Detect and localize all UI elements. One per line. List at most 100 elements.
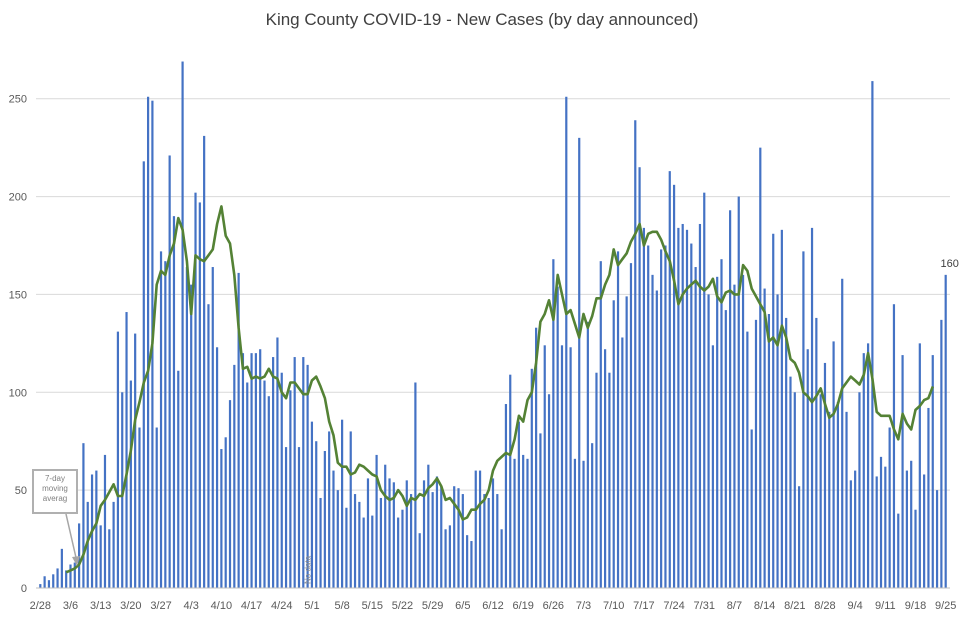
bar (491, 478, 495, 588)
bar (332, 470, 335, 588)
bar (172, 216, 176, 588)
bar (819, 394, 822, 588)
bar (185, 267, 188, 588)
bar (125, 312, 128, 588)
bar (595, 372, 598, 588)
bar (500, 529, 503, 588)
bar (263, 380, 266, 588)
bar (543, 345, 546, 588)
bar (612, 300, 615, 588)
bar (431, 492, 434, 588)
bar (892, 304, 896, 588)
bar (328, 431, 331, 588)
x-tick-label: 6/5 (455, 600, 470, 612)
bar (220, 449, 223, 588)
bar (164, 261, 167, 588)
bar (905, 470, 908, 588)
bar (647, 245, 650, 588)
bar (858, 392, 861, 588)
bar (910, 460, 913, 588)
bar (397, 517, 400, 588)
bar (660, 249, 663, 588)
annotations: 160 No data (65, 258, 959, 584)
bar (806, 349, 809, 588)
bar (388, 478, 391, 588)
bar (629, 263, 633, 588)
bar (672, 184, 676, 589)
bar (103, 454, 107, 588)
bar (845, 411, 848, 588)
bar (651, 274, 654, 588)
y-tick-label: 150 (9, 289, 27, 301)
bar (345, 507, 348, 588)
bar (319, 497, 322, 588)
bar (513, 458, 516, 588)
x-tick-label: 6/12 (482, 600, 503, 612)
bar (737, 196, 740, 589)
x-tick-label: 7/17 (633, 600, 654, 612)
bar (444, 529, 447, 588)
bar (215, 347, 219, 588)
y-axis-ticks: 0 50 100 150 200 250 (9, 94, 27, 595)
bar (685, 229, 689, 589)
bar (487, 497, 490, 588)
bar (944, 274, 947, 588)
bar (798, 486, 801, 588)
bar (470, 541, 473, 588)
bar (414, 382, 417, 588)
bar (401, 509, 404, 588)
bar (603, 349, 607, 588)
bar (60, 548, 63, 588)
y-tick-label: 200 (9, 192, 27, 204)
bar (677, 227, 680, 588)
bar (530, 368, 533, 588)
bar (99, 525, 102, 588)
bar (828, 411, 831, 588)
moving-average-series (65, 205, 935, 574)
bar (556, 286, 559, 588)
bar (259, 349, 262, 588)
bar (668, 171, 671, 588)
bar (336, 490, 339, 588)
bar (625, 296, 628, 588)
bar (146, 96, 150, 588)
bar (375, 454, 378, 588)
bar (293, 357, 296, 588)
bar (276, 337, 279, 588)
bar (935, 490, 939, 588)
bar (409, 494, 413, 588)
bar (116, 331, 120, 588)
bar (496, 494, 499, 588)
bar (862, 353, 865, 588)
bar (474, 470, 477, 588)
bar (871, 81, 874, 588)
bar (358, 501, 361, 588)
bar (366, 478, 370, 588)
bar (457, 488, 460, 588)
bar (56, 568, 59, 588)
bar (207, 304, 210, 588)
bar (384, 464, 387, 588)
bar (353, 494, 357, 588)
bar (504, 404, 508, 588)
bar (552, 259, 555, 588)
x-tick-label: 9/4 (848, 600, 863, 612)
bar (138, 427, 141, 588)
bar (310, 421, 314, 588)
bar (754, 319, 758, 588)
bar (267, 396, 270, 588)
bar (729, 210, 732, 588)
bar (720, 259, 723, 588)
x-tick-label: 7/3 (576, 600, 591, 612)
x-tick-label: 7/31 (694, 600, 715, 612)
bar (664, 245, 667, 588)
bar (759, 147, 762, 588)
bar (181, 61, 184, 589)
bar (879, 456, 883, 588)
bar (349, 431, 352, 588)
bar (591, 443, 594, 588)
bar (522, 454, 525, 588)
bar (168, 155, 171, 588)
bar (655, 290, 658, 588)
bar (772, 233, 775, 588)
